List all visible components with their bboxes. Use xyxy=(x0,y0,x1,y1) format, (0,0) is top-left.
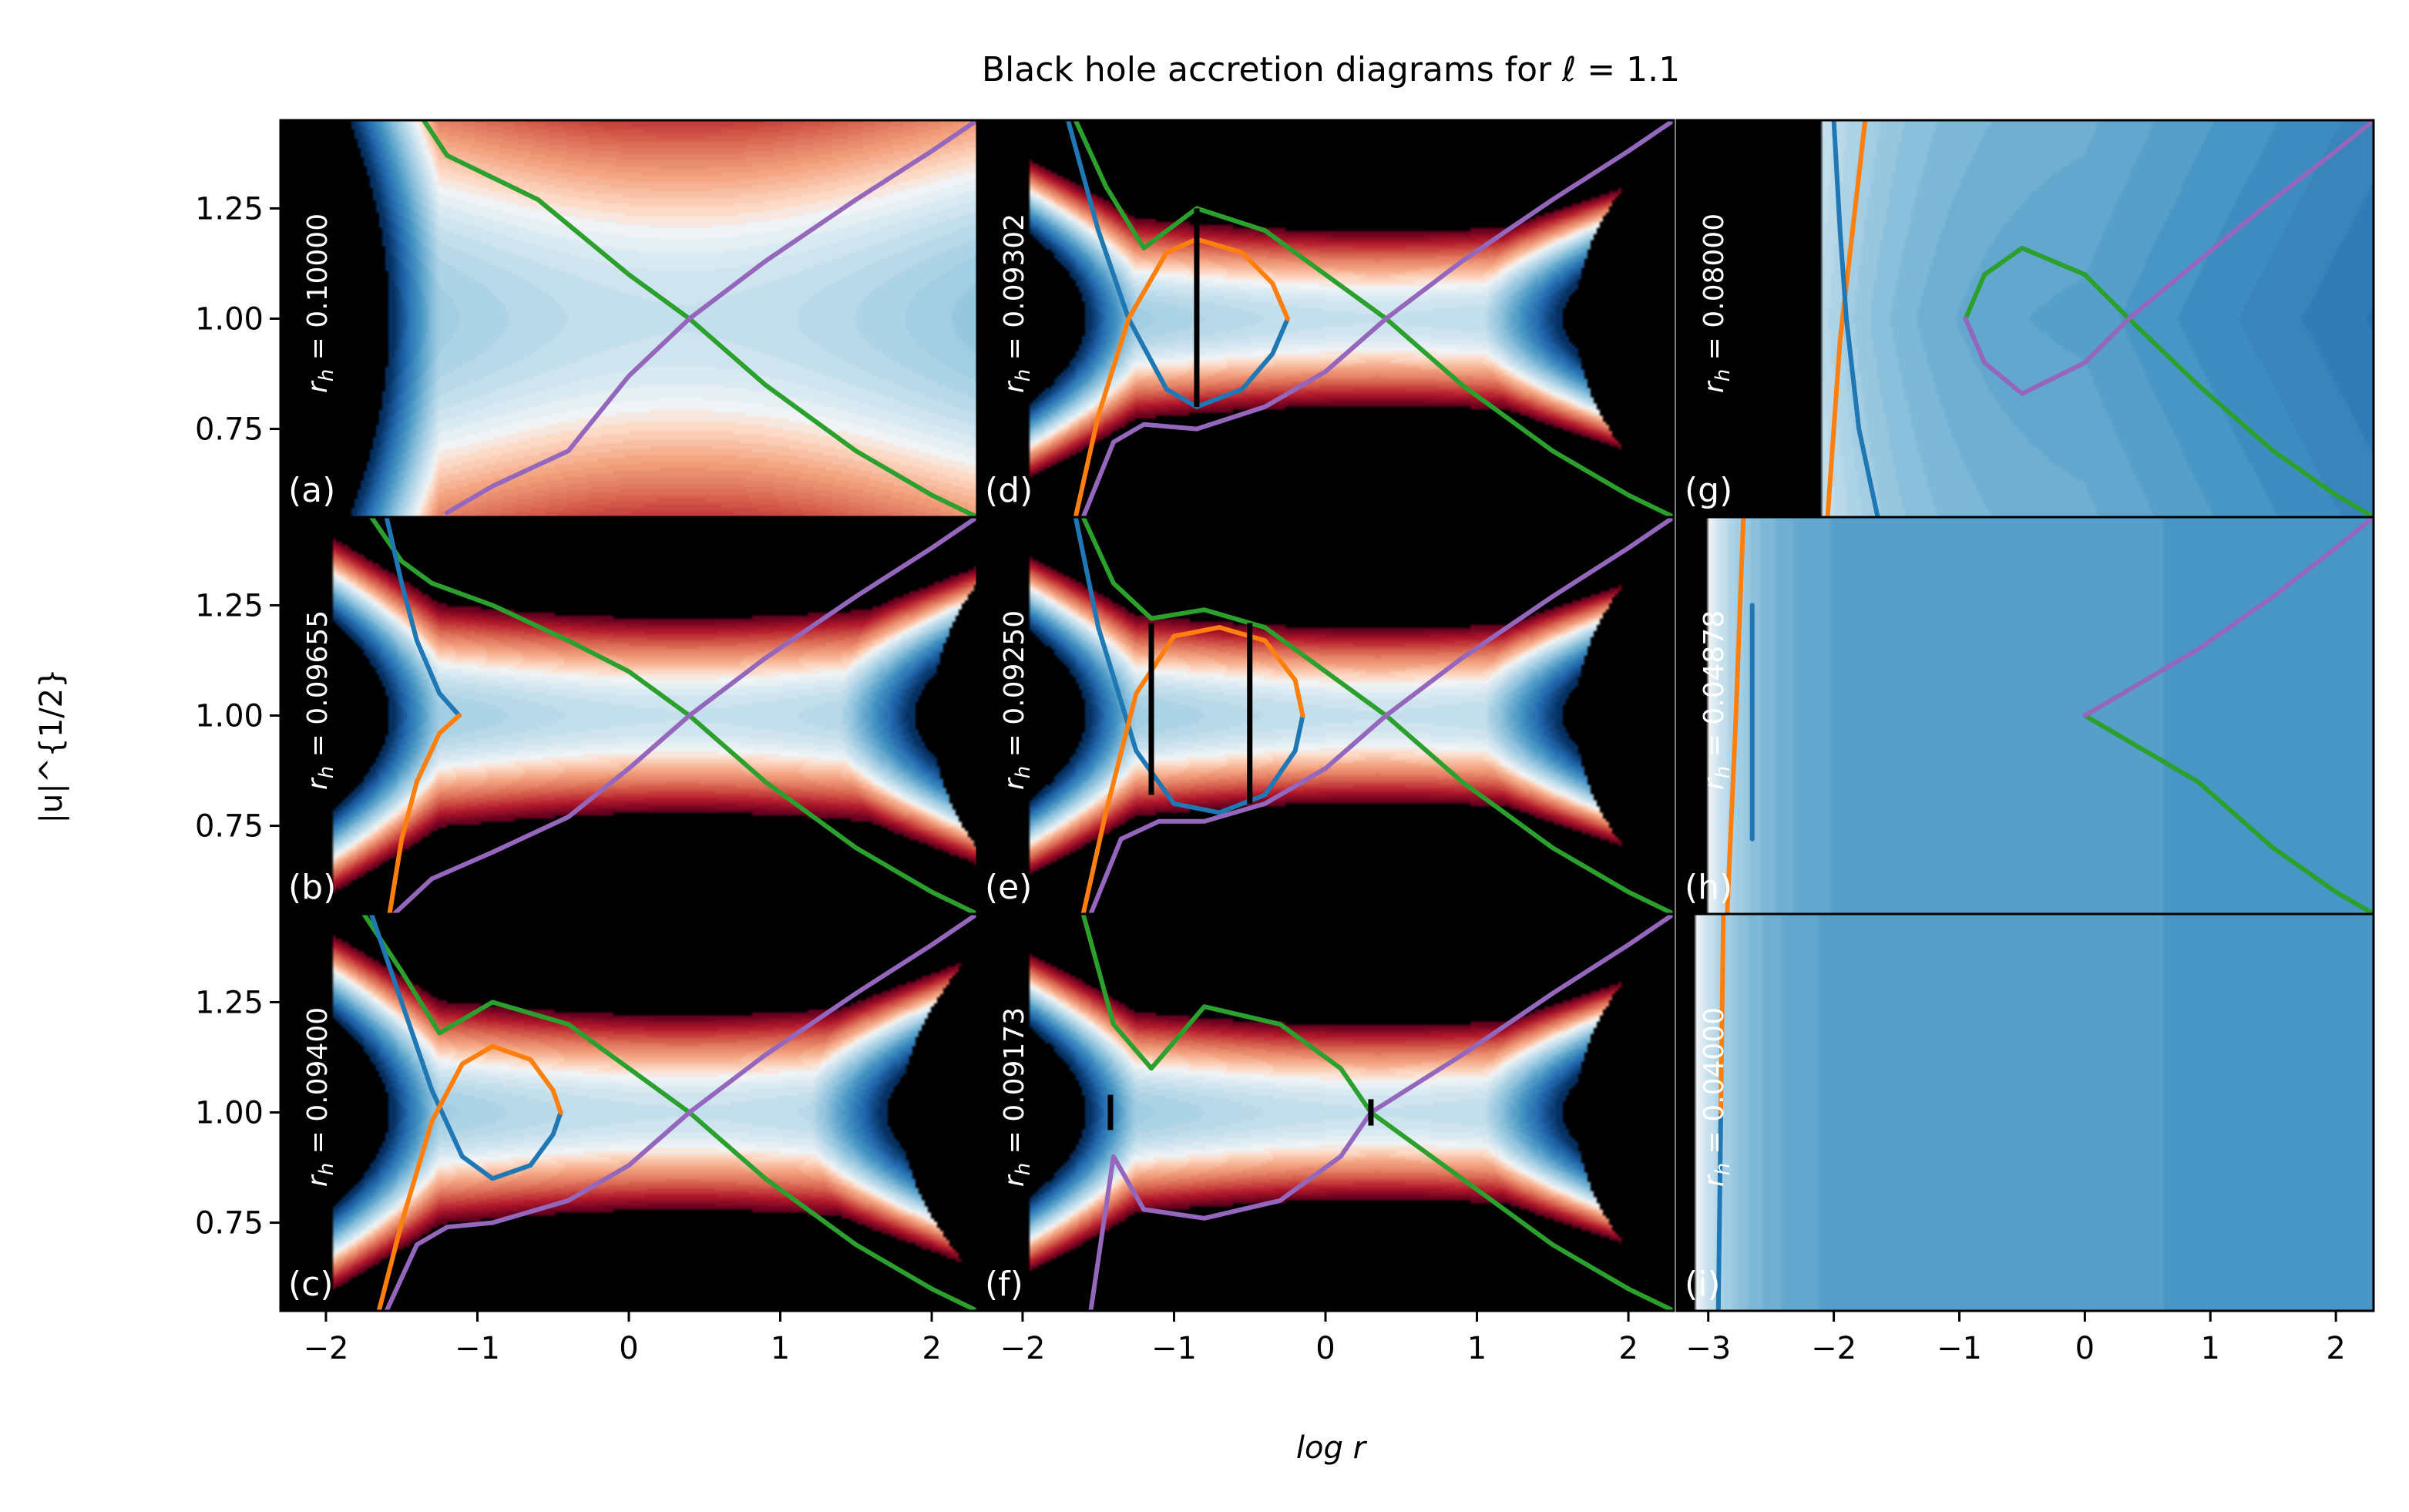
panel-i-curve-1 xyxy=(1719,914,1726,1115)
panel-h-field xyxy=(1677,517,2374,914)
y-axis-label: |u|^{1/2} xyxy=(34,668,69,823)
panel-a-label: (a) xyxy=(288,471,335,510)
panels-group: (a) rh = 0.10000 (b) rh = 0.09655 (c) rh = 0.… xyxy=(279,119,2375,1312)
panel-d-curve-1 xyxy=(1080,120,1674,517)
y-tick-label: 1.00 xyxy=(195,1096,264,1131)
panel-e-rh: rh = 0.09250 xyxy=(999,610,1035,790)
panel-i-field xyxy=(1677,914,2374,1311)
panel-f-label: (f) xyxy=(985,1265,1023,1304)
panel-h-curve-0 xyxy=(1725,517,1746,914)
panel-a-field xyxy=(281,120,977,517)
y-tick-label: 1.25 xyxy=(195,191,264,227)
x-tick-label: −2 xyxy=(1000,1331,1045,1366)
panel-d-field xyxy=(977,120,1674,517)
panel-e-curve-3 xyxy=(1080,625,1305,914)
x-tick-label: 2 xyxy=(2326,1331,2345,1366)
y-tick-label: 0.75 xyxy=(195,1206,264,1242)
panel-e-label: (e) xyxy=(985,868,1032,907)
panel-e-curve-0 xyxy=(1080,517,1674,914)
panel-c-curve-2 xyxy=(368,914,563,1181)
axes-group: 0.75 1.00 1.25 0.75 1.00 1.25 0.75 1.00 1.25 −2 −1… xyxy=(195,191,2346,1366)
panel-d-curve-3 xyxy=(1073,237,1290,517)
panel-g-curve-1 xyxy=(1831,120,1880,517)
panel-b: (b) rh = 0.09655 xyxy=(279,516,979,916)
y-tick-label: 0.75 xyxy=(195,412,264,448)
panel-d-curve-2 xyxy=(1065,120,1290,409)
panel-h-curve-2 xyxy=(2082,713,2374,914)
x-tick-label: 1 xyxy=(2201,1331,2220,1366)
x-tick-label: 1 xyxy=(1467,1331,1487,1366)
panel-i-label: (i) xyxy=(1685,1265,1721,1304)
panel-h-rh: rh = 0.04878 xyxy=(1698,610,1735,790)
panel-e: (e) rh = 0.09250 xyxy=(976,516,1675,916)
x-tick-label: −2 xyxy=(1811,1331,1856,1366)
x-tick-label: −1 xyxy=(455,1331,500,1366)
panel-f-curve-0 xyxy=(1080,914,1674,1311)
x-tick-label: 0 xyxy=(619,1331,638,1366)
panel-c: (c) rh = 0.09400 xyxy=(279,912,979,1312)
x-tick-label: 0 xyxy=(1315,1331,1335,1366)
panel-g-curve-0 xyxy=(1825,120,1868,517)
panel-b-label: (b) xyxy=(288,868,336,907)
panel-h-curve-3 xyxy=(2082,517,2374,718)
panel-f-curve-1 xyxy=(1088,914,1674,1311)
panel-b-curve-1 xyxy=(391,517,977,914)
x-tick-label: −2 xyxy=(303,1331,348,1366)
panel-g-label: (g) xyxy=(1685,471,1732,510)
panel-c-rh: rh = 0.09400 xyxy=(302,1007,338,1187)
panel-g-field xyxy=(1677,120,2374,517)
panel-d-curve-0 xyxy=(1073,120,1674,517)
panel-i-curve-0 xyxy=(1715,1110,1723,1311)
panel-b-curve-0 xyxy=(368,517,977,914)
chart-title: Black hole accretion diagrams for ℓ = 1.… xyxy=(982,50,1680,89)
panel-b-curve-3 xyxy=(387,713,462,914)
panel-g-curve-3 xyxy=(1963,120,2374,396)
panel-e-curve-1 xyxy=(1088,517,1674,914)
panel-c-curve-1 xyxy=(384,914,977,1311)
panel-f-rh: rh = 0.09173 xyxy=(999,1007,1035,1187)
x-tick-label: −3 xyxy=(1685,1331,1731,1366)
panel-h: (h) rh = 0.04878 xyxy=(1675,516,2375,916)
panel-e-field xyxy=(977,517,1674,914)
x-tick-label: −1 xyxy=(1937,1331,1982,1366)
panel-h-label: (h) xyxy=(1685,868,1732,907)
y-tick-label: 0.75 xyxy=(195,809,264,845)
y-tick-label: 1.25 xyxy=(195,985,264,1020)
panel-c-label: (c) xyxy=(288,1265,334,1304)
panel-f-field xyxy=(977,914,1674,1311)
panel-d-label: (d) xyxy=(985,471,1033,510)
panel-a: (a) rh = 0.10000 xyxy=(279,119,979,519)
panel-b-curve-2 xyxy=(384,517,462,718)
panel-c-curve-0 xyxy=(361,914,977,1311)
panel-a-curve-1 xyxy=(445,120,977,516)
panel-i: (i) rh = 0.04000 xyxy=(1675,912,2375,1312)
panel-d-rh: rh = 0.09302 xyxy=(999,213,1035,393)
x-tick-label: −1 xyxy=(1151,1331,1197,1366)
panel-c-field xyxy=(281,914,977,1311)
panel-d: (d) rh = 0.09302 xyxy=(976,119,1675,519)
y-tick-label: 1.00 xyxy=(195,699,264,734)
y-tick-label: 1.00 xyxy=(195,302,264,338)
x-axis-label: log r xyxy=(1296,1430,1368,1466)
panel-c-curve-3 xyxy=(376,1043,563,1311)
panel-g: (g) rh = 0.08000 xyxy=(1675,119,2375,519)
panel-e-curve-2 xyxy=(1073,517,1305,815)
x-tick-label: 2 xyxy=(1618,1331,1638,1366)
panel-f: (f) rh = 0.09173 xyxy=(976,912,1675,1312)
panel-i-frame xyxy=(1675,912,2375,1312)
x-tick-label: 2 xyxy=(922,1331,941,1366)
panel-g-rh: rh = 0.08000 xyxy=(1698,213,1735,393)
panel-i-rh: rh = 0.04000 xyxy=(1698,1007,1735,1187)
panel-b-field xyxy=(281,517,977,914)
y-tick-label: 1.25 xyxy=(195,588,264,623)
panel-b-rh: rh = 0.09655 xyxy=(302,610,338,790)
panel-a-rh: rh = 0.10000 xyxy=(302,213,338,393)
x-tick-label: 0 xyxy=(2075,1331,2095,1366)
x-tick-label: 1 xyxy=(771,1331,790,1366)
